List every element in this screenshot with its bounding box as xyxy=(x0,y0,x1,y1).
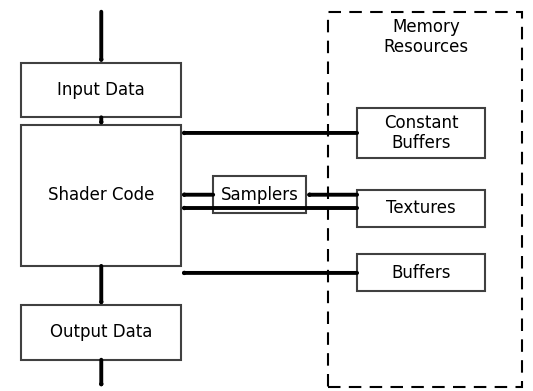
Bar xyxy=(21,305,181,360)
Text: Output Data: Output Data xyxy=(50,323,152,341)
Bar xyxy=(21,63,181,117)
Text: Constant
Buffers: Constant Buffers xyxy=(384,113,458,152)
Text: Input Data: Input Data xyxy=(58,81,145,99)
Text: Memory
Resources: Memory Resources xyxy=(384,18,469,56)
Text: Samplers: Samplers xyxy=(221,185,299,204)
Bar xyxy=(328,12,522,387)
Bar xyxy=(357,108,485,158)
Text: Textures: Textures xyxy=(386,199,456,217)
Bar xyxy=(21,125,181,266)
Bar xyxy=(357,190,485,227)
Bar xyxy=(213,176,306,213)
Text: Shader Code: Shader Code xyxy=(48,187,155,204)
Bar xyxy=(357,254,485,291)
Text: Buffers: Buffers xyxy=(391,264,451,282)
